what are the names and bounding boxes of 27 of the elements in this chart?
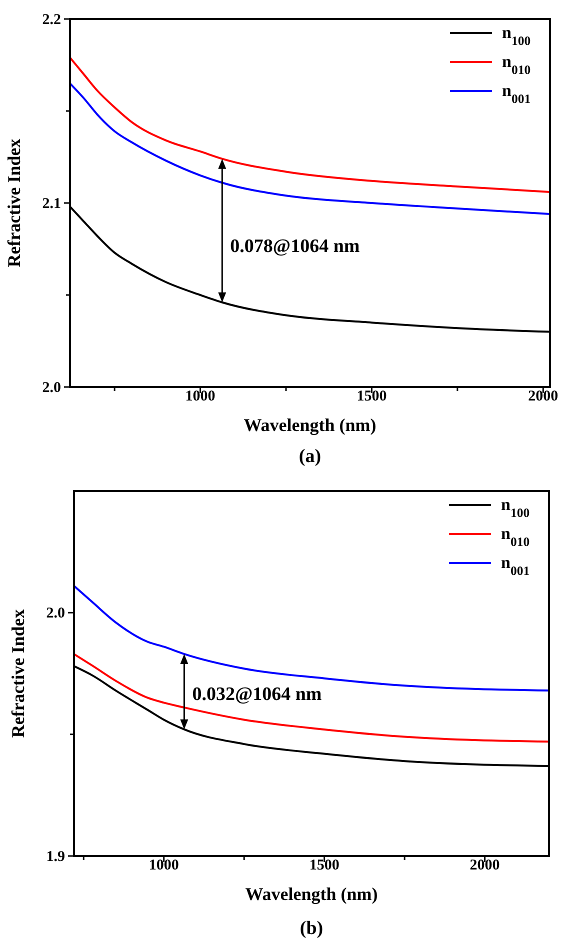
x-tick-label: 2000 xyxy=(470,858,500,874)
y-tick-label: 2.0 xyxy=(46,605,65,622)
x-tick-label: 2000 xyxy=(528,388,558,405)
text: (b) xyxy=(300,918,324,939)
x-tick-label: 1500 xyxy=(356,388,387,405)
x-tick-label: 1000 xyxy=(185,388,216,405)
legend-label: n$_{010}$ xyxy=(502,52,531,77)
text: (a) xyxy=(298,446,322,467)
x-axis-title: Wavelength (nm) xyxy=(245,884,378,904)
line-series xyxy=(74,653,549,743)
y-tick-label: 1.9 xyxy=(46,848,65,865)
x-tick-label: 1500 xyxy=(309,858,340,874)
line-series xyxy=(70,56,550,193)
legend-label: n$_{010}$ xyxy=(501,524,530,549)
legend-label: n$_{100}$ xyxy=(501,495,530,520)
x-tick-label: 1000 xyxy=(148,858,179,874)
legend-label: n$_{100}$ xyxy=(502,23,531,48)
x-axis-title: Wavelength (nm) xyxy=(244,415,376,435)
annotation: 0.032@1064 nm xyxy=(192,684,322,705)
legend-label: n$_{001}$ xyxy=(502,81,531,106)
line-series xyxy=(70,82,550,216)
y-tick-label: 2.2 xyxy=(42,12,61,28)
y-tick-label: 2.1 xyxy=(42,196,61,212)
y-axis-title: Refractive Index xyxy=(8,609,28,738)
annotation: 0.078@1064 nm xyxy=(230,236,360,258)
legend-label: n$_{001}$ xyxy=(501,553,530,578)
y-axis-title: Refractive Index xyxy=(4,138,24,268)
